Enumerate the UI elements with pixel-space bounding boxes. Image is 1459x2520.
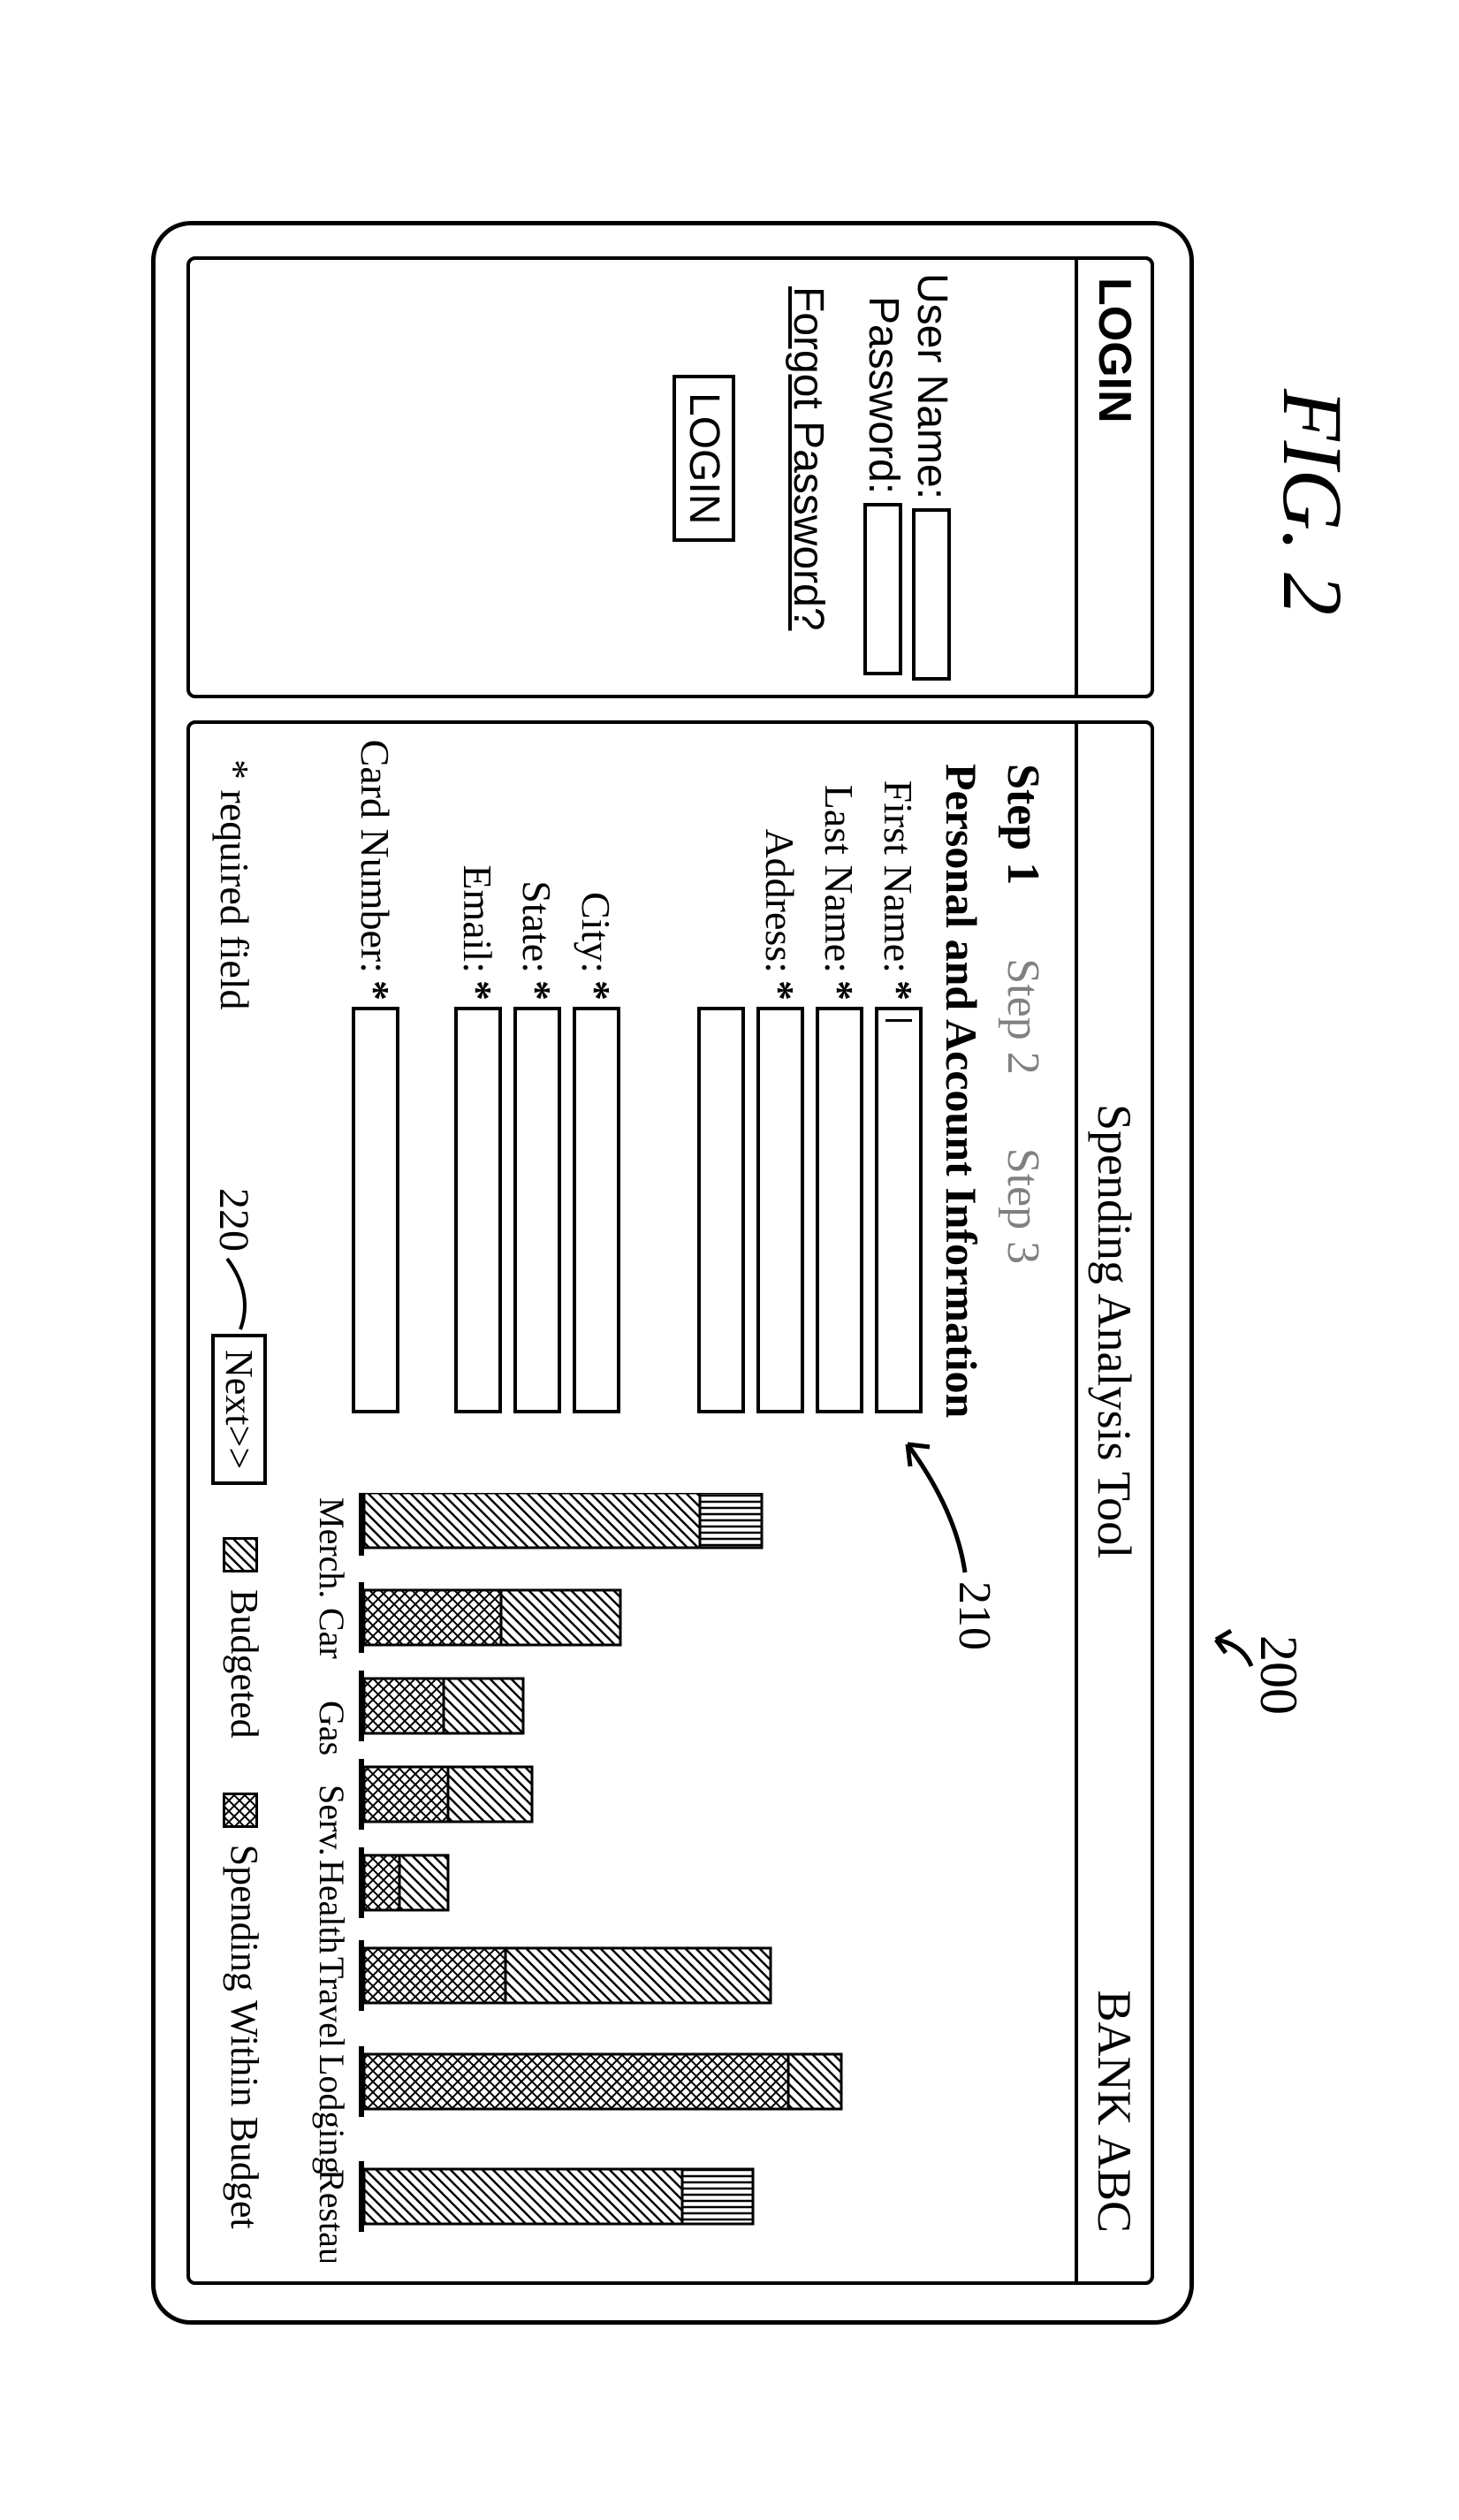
input-cursor-icon <box>885 1019 912 1022</box>
legend-budgeted-label: Budgeted <box>223 1589 266 1739</box>
bar-group-3: Serv. <box>312 1759 532 1856</box>
form-label-7: Card Number: <box>353 724 399 980</box>
login-title: LOGIN <box>1075 256 1154 698</box>
bar-group-5: Travel <box>312 1940 771 2048</box>
form-row-1: Last Name:* <box>816 724 863 1413</box>
form-row-5: State:* <box>513 724 561 1413</box>
form-input-1[interactable] <box>816 1007 863 1413</box>
spending-chart: Merch. Car Gas Serv.HealthTravel LodgingRest… <box>311 1493 930 2262</box>
username-label: User Name: <box>908 273 956 499</box>
bar-label-3: Serv. <box>312 1785 352 1856</box>
form-input-3[interactable] <box>697 1007 745 1413</box>
bar-group-1: Car <box>312 1582 620 1659</box>
form-asterisk-5: * <box>514 980 561 1007</box>
bar-label-4: Health <box>312 1860 352 1954</box>
form-asterisk-6: * <box>455 980 502 1007</box>
form-label-5: State: <box>514 724 561 980</box>
steps-row: Step 1 Step 2 Step 3 <box>997 764 1049 1264</box>
username-input[interactable] <box>913 508 952 681</box>
username-row: User Name: <box>908 273 956 681</box>
main-title: Spending Analysis Tool <box>1087 1104 1142 1558</box>
forgot-password-link[interactable]: Forgot Password? <box>784 286 832 631</box>
form-asterisk-7: * <box>353 980 399 1007</box>
form-input-2[interactable] <box>756 1007 804 1413</box>
form-input-6[interactable] <box>454 1007 502 1413</box>
form-input-7[interactable] <box>352 1007 399 1413</box>
step-3[interactable]: Step 3 <box>998 1148 1048 1264</box>
step-2[interactable]: Step 2 <box>998 958 1048 1074</box>
figure-title: FIG. 2 <box>1264 389 1362 615</box>
form-input-0[interactable] <box>875 1007 923 1413</box>
step-1[interactable]: Step 1 <box>998 764 1048 885</box>
form-label-0: First Name: <box>876 724 923 980</box>
bar-group-2: Gas <box>312 1671 523 1755</box>
figure-container: FIG. 2 200 LOGIN User Name: Password: Fo… <box>0 0 1459 2520</box>
ref-220-curve-icon <box>214 1254 258 1334</box>
form-row-4: City:* <box>573 724 620 1413</box>
bar-group-6: Lodging <box>312 2046 841 2174</box>
password-input[interactable] <box>864 503 903 675</box>
form-row-7: Card Number:* <box>352 724 399 1413</box>
form-row-0: First Name:* <box>875 724 923 1413</box>
bar-label-6: Lodging <box>312 2054 352 2174</box>
bar-label-7: Restaur. <box>312 2169 352 2262</box>
form-asterisk-0: * <box>876 980 923 1007</box>
ref-210-label: 210 <box>948 1581 1000 1650</box>
ref-200-arrow-icon <box>1194 1626 1256 1697</box>
bank-name: BANK ABC <box>1087 1990 1142 2233</box>
form-label-2: Address: <box>757 724 804 980</box>
legend-budgeted-swatch-icon <box>223 1537 258 1572</box>
bar-group-7: Restaur. <box>312 2161 753 2262</box>
login-panel: LOGIN User Name: Password: Forgot Passwo… <box>186 256 1154 698</box>
section-title: Personal and Account Information <box>936 764 987 1418</box>
form-label-1: Last Name: <box>817 724 863 980</box>
ref-220-label: 220 <box>209 1188 258 1252</box>
form-row-2: Address:* <box>756 724 804 1413</box>
password-label: Password: <box>859 296 908 494</box>
main-header: Spending Analysis Tool BANK ABC <box>1075 720 1154 2285</box>
form-asterisk-1: * <box>817 980 863 1007</box>
bar-label-2: Gas <box>312 1701 352 1755</box>
form-input-4[interactable] <box>573 1007 620 1413</box>
form-row-6: Email:* <box>454 724 502 1413</box>
bar-label-5: Travel <box>312 1957 352 2048</box>
form-label-4: City: <box>574 724 620 980</box>
bar-group-0: Merch. <box>312 1493 762 1598</box>
form-label-6: Email: <box>455 724 502 980</box>
chart-legend: Budgeted Spending Within Budget <box>222 1537 267 2273</box>
form-asterisk-4: * <box>574 980 620 1007</box>
next-button[interactable]: Next>> <box>211 1334 267 1485</box>
bar-label-0: Merch. <box>312 1497 352 1598</box>
ref-200-label: 200 <box>1248 1635 1309 1715</box>
form-row-3 <box>697 724 745 1413</box>
bar-group-4: Health <box>312 1847 448 1954</box>
bar-label-1: Car <box>312 1608 352 1659</box>
legend-budgeted: Budgeted <box>222 1537 267 1739</box>
form-input-5[interactable] <box>513 1007 561 1413</box>
form-asterisk-2: * <box>757 980 804 1007</box>
main-panel: Spending Analysis Tool BANK ABC Step 1 S… <box>186 720 1154 2285</box>
legend-spending-label: Spending Within Budget <box>223 1845 266 2229</box>
legend-spending: Spending Within Budget <box>222 1793 267 2229</box>
password-row: Password: <box>859 296 908 675</box>
legend-spending-swatch-icon <box>223 1793 258 1828</box>
required-note: * required field <box>211 759 258 1010</box>
login-button[interactable]: LOGIN <box>673 375 735 542</box>
